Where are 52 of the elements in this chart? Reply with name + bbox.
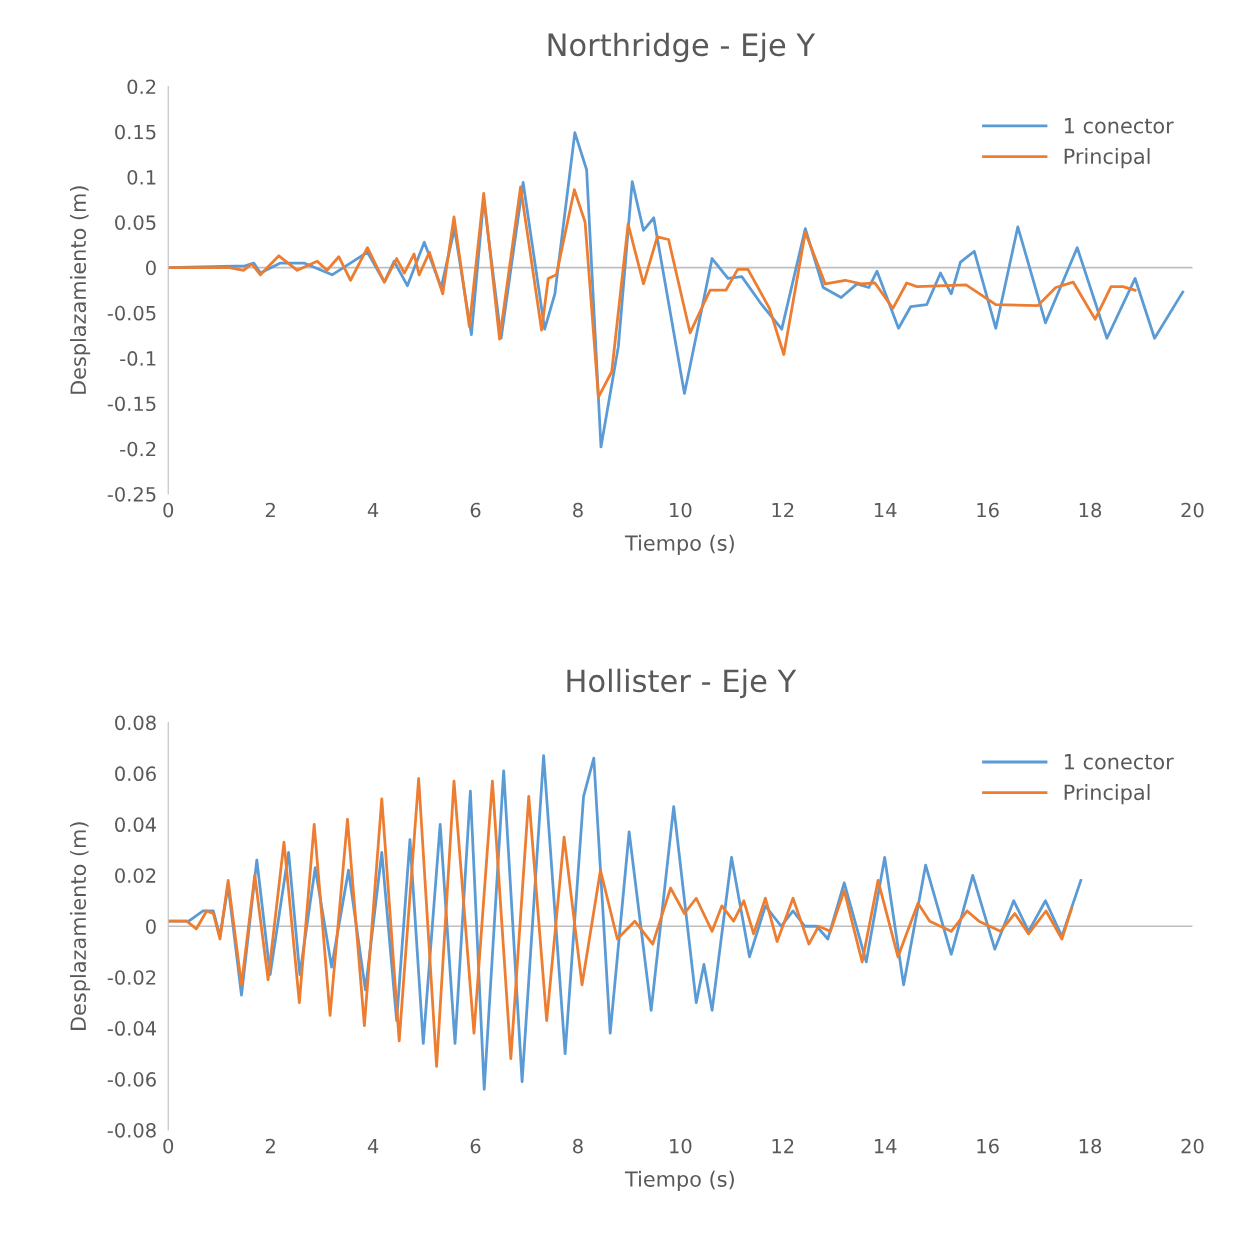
x-tick-label: 10 bbox=[670, 1138, 692, 1154]
x-tick-label: 2 bbox=[265, 502, 275, 518]
y-axis-title: Desplazamiento (m) bbox=[69, 822, 91, 1030]
x-axis-title: Tiempo (s) bbox=[624, 1170, 734, 1191]
y-tick-label: -0.06 bbox=[107, 1072, 156, 1087]
y-tick-label: -0.08 bbox=[107, 1122, 156, 1138]
x-tick-label: 8 bbox=[573, 1138, 583, 1154]
x-tick-label: 4 bbox=[367, 1138, 379, 1154]
legend-label: 1 conector bbox=[1064, 118, 1174, 134]
x-tick-label: 0 bbox=[163, 502, 174, 518]
y-tick-label: 0.15 bbox=[115, 124, 156, 140]
y-tick-label: -0.05 bbox=[107, 305, 156, 321]
chart-title: Northridge - Eje Y bbox=[548, 32, 816, 63]
x-tick-label: 12 bbox=[772, 1138, 794, 1154]
y-tick-label: -0.15 bbox=[107, 396, 156, 412]
y-tick-label: 0.06 bbox=[115, 766, 156, 782]
y-tick-label: -0.2 bbox=[120, 441, 156, 457]
x-tick-label: 20 bbox=[1181, 502, 1204, 518]
x-tick-label: 18 bbox=[1079, 1138, 1102, 1154]
y-tick-label: -0.02 bbox=[107, 970, 156, 985]
legend-label: 1 conector bbox=[1064, 754, 1174, 770]
legend-label: Principal bbox=[1064, 148, 1150, 169]
x-tick-label: 10 bbox=[670, 502, 692, 518]
x-tick-label: 2 bbox=[265, 1138, 275, 1154]
y-tick-label: -0.04 bbox=[107, 1021, 157, 1036]
y-tick-label: 0.08 bbox=[115, 715, 156, 731]
x-tick-label: 16 bbox=[977, 502, 999, 518]
y-tick-label: 0.05 bbox=[115, 215, 156, 230]
y-tick-label: -0.1 bbox=[120, 351, 156, 366]
x-tick-label: 0 bbox=[163, 1138, 174, 1154]
x-tick-label: 20 bbox=[1181, 1138, 1204, 1154]
x-tick-label: 6 bbox=[470, 502, 481, 518]
x-tick-label: 8 bbox=[573, 502, 583, 518]
x-tick-label: 14 bbox=[874, 502, 897, 518]
legend-label: Principal bbox=[1064, 784, 1150, 805]
x-tick-label: 6 bbox=[470, 1138, 481, 1154]
x-tick-label: 12 bbox=[772, 502, 794, 518]
y-tick-label: 0.2 bbox=[127, 79, 156, 95]
x-tick-label: 16 bbox=[977, 1138, 999, 1154]
y-tick-label: 0.1 bbox=[127, 169, 156, 185]
x-tick-label: 18 bbox=[1079, 502, 1102, 518]
x-axis-title: Tiempo (s) bbox=[624, 534, 734, 555]
chart-title: Hollister - Eje Y bbox=[567, 668, 797, 699]
y-tick-label: 0.02 bbox=[115, 868, 156, 883]
y-tick-label: 0 bbox=[146, 919, 156, 934]
x-tick-label: 14 bbox=[874, 1138, 897, 1154]
y-axis-title: Desplazamiento (m) bbox=[69, 186, 91, 394]
y-tick-label: -0.25 bbox=[107, 486, 156, 502]
line-series bbox=[168, 185, 1137, 399]
x-tick-label: 4 bbox=[367, 502, 379, 518]
y-tick-label: 0.04 bbox=[115, 817, 157, 833]
y-tick-label: 0 bbox=[146, 260, 156, 276]
